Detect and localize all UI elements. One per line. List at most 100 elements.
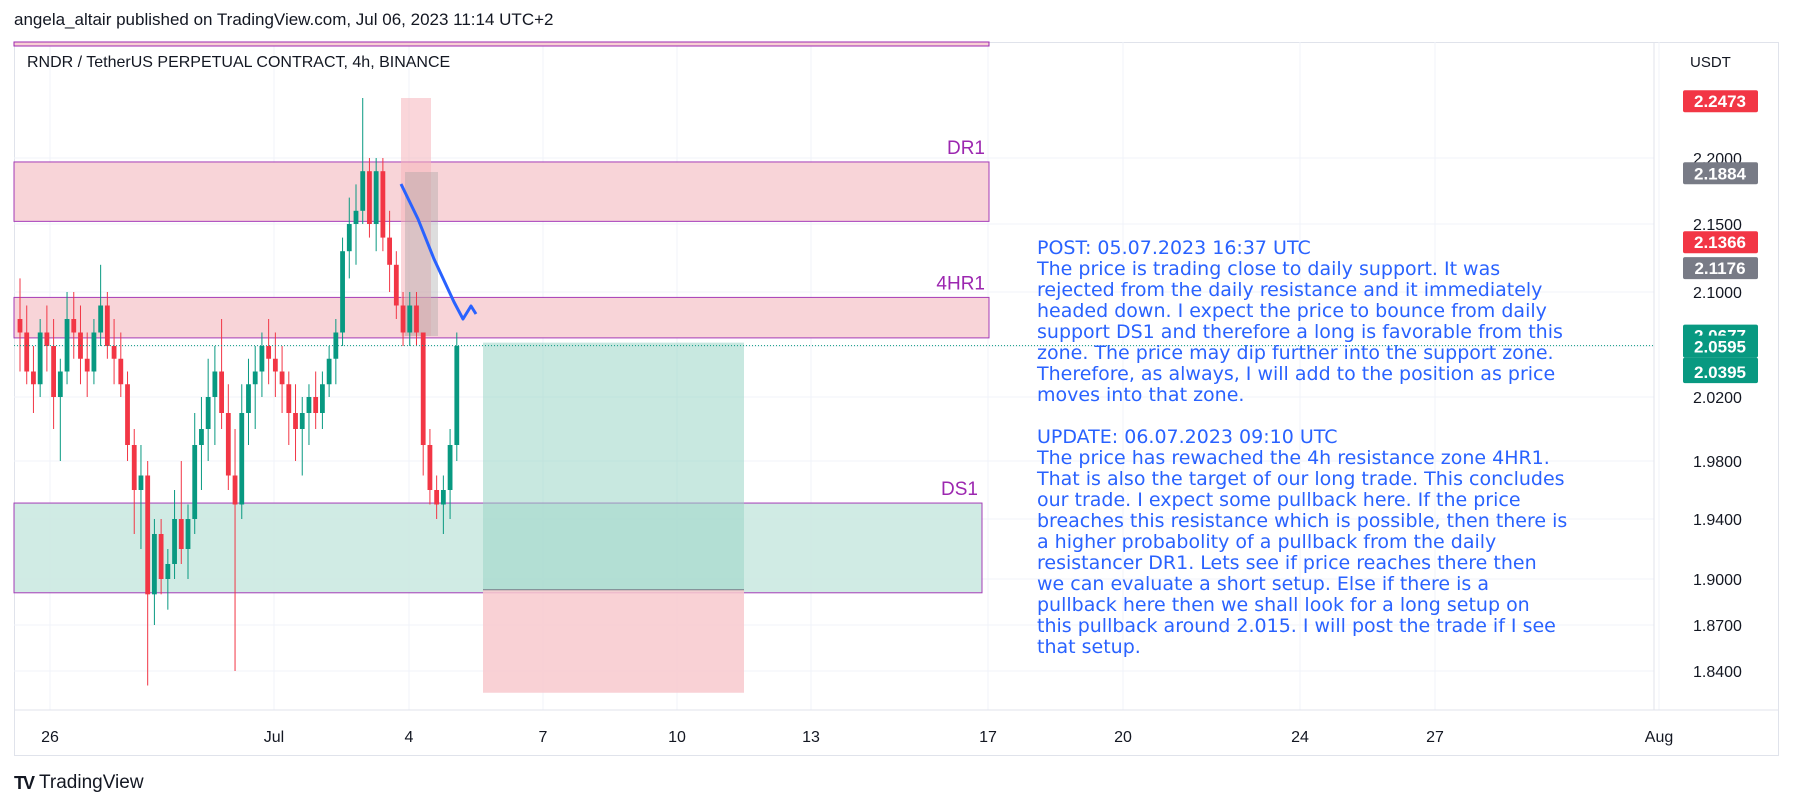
candle-body <box>387 237 392 265</box>
candle <box>185 504 191 579</box>
y-tick-label: 2.1500 <box>1693 217 1742 234</box>
candle <box>17 278 23 372</box>
candle <box>192 413 198 534</box>
y-tick-label: 1.8400 <box>1693 664 1742 681</box>
candle <box>44 305 50 372</box>
candles-layer <box>17 98 460 686</box>
candle-body <box>199 429 204 445</box>
x-tick-label: 13 <box>802 729 820 746</box>
currency-label[interactable]: USDT <box>1690 54 1731 71</box>
axes-layer: 26 Jul 4 7 10 13 17 20 24 27 Aug2.20002.15002.1000… <box>14 42 1779 746</box>
trend-line <box>399 183 478 321</box>
candle <box>131 429 137 534</box>
candle <box>37 319 43 397</box>
candle-body <box>360 171 366 211</box>
candle <box>360 98 366 224</box>
candle <box>266 319 272 385</box>
zone-4hr1 <box>13 296 990 339</box>
zone-label: DS1 <box>941 479 978 500</box>
candle-body <box>185 519 191 549</box>
y-tick-label: 2.0200 <box>1693 390 1742 407</box>
candle-body <box>440 490 446 505</box>
price-label: 2.1176 <box>1683 257 1758 280</box>
y-tick-label: 2.1000 <box>1693 285 1742 302</box>
symbol-title[interactable]: RNDR / TetherUS PERPETUAL CONTRACT, 4h, … <box>27 54 451 71</box>
candle <box>158 519 164 595</box>
candle <box>393 251 399 319</box>
x-tick-label: 7 <box>539 729 548 746</box>
candle-body <box>434 490 440 505</box>
update-line: our trade. I expect some pullback here. … <box>1037 489 1521 511</box>
update-line: pullback here then we shall look for a l… <box>1037 594 1530 616</box>
candle <box>152 519 157 625</box>
candle-body <box>266 346 272 359</box>
candle-body <box>118 358 124 385</box>
post-line: Therefore, as always, I will add to the … <box>1037 363 1556 385</box>
zones-front-layer: DR1 4HR1 DS1 <box>14 138 1654 500</box>
price-label-bg <box>1683 90 1758 113</box>
price-label-text: 2.0395 <box>1694 363 1746 382</box>
post-line: rejected from the daily resistance and i… <box>1037 279 1543 301</box>
price-label: 2.1366 <box>1683 231 1758 254</box>
candle-body <box>340 251 345 333</box>
price-label: 2.0395 <box>1683 361 1758 384</box>
x-tick-label: Aug <box>1645 729 1673 746</box>
candle <box>111 319 117 385</box>
zone-label: 4HR1 <box>936 273 985 294</box>
candle-body <box>131 445 137 490</box>
candle <box>31 346 36 413</box>
candle <box>407 292 413 346</box>
candle-body <box>212 371 218 397</box>
candle-body <box>320 384 325 413</box>
candle-body <box>71 319 77 333</box>
candle <box>427 429 433 505</box>
candle <box>138 445 144 549</box>
candle-body <box>24 332 30 372</box>
candle-body <box>145 475 151 595</box>
candle-body <box>246 384 251 413</box>
candle-body <box>225 413 231 476</box>
candle <box>125 371 130 461</box>
candle-body <box>420 332 426 445</box>
candle <box>246 358 251 445</box>
candle <box>24 305 30 385</box>
update-line: breaches this resistance which is possib… <box>1037 510 1568 532</box>
candle-body <box>427 445 433 490</box>
candle-body <box>64 319 70 372</box>
candle-body <box>400 305 406 333</box>
price-label-text: 2.1366 <box>1694 233 1746 252</box>
price-label-bg <box>1683 231 1758 254</box>
candle <box>279 346 285 413</box>
candle <box>293 384 298 461</box>
tradingview-brand[interactable]: TV TradingView <box>14 772 144 794</box>
x-tick-label: 27 <box>1426 729 1444 746</box>
candle-body <box>51 346 56 397</box>
candle <box>239 384 245 519</box>
candle-body <box>272 358 278 372</box>
candle-body <box>326 358 332 385</box>
candle <box>320 371 325 429</box>
candle-body <box>192 445 198 519</box>
candle-body <box>17 319 23 333</box>
post-line: headed down. I expect the price to bounc… <box>1037 300 1547 322</box>
candle-body <box>37 332 43 385</box>
candle-body <box>299 413 305 429</box>
candle <box>387 210 392 292</box>
candle <box>165 549 171 610</box>
candle-body <box>84 358 90 372</box>
candle-body <box>31 371 36 385</box>
candle-body <box>447 445 453 490</box>
candle-body <box>414 305 419 333</box>
y-tick-label: 1.9800 <box>1693 454 1742 471</box>
x-tick-label: 20 <box>1114 729 1132 746</box>
post-header: POST: 05.07.2023 16:37 UTC <box>1037 237 1311 259</box>
post-body: The price is trading close to daily supp… <box>1037 259 1577 406</box>
candle <box>326 346 332 397</box>
post-line: moves into that zone. <box>1037 384 1245 406</box>
candle-body <box>165 564 171 579</box>
x-tick-label: Jul <box>264 729 284 746</box>
price-label-text: 2.1884 <box>1694 164 1747 183</box>
candle <box>306 384 312 445</box>
y-tick-label: 1.9400 <box>1693 512 1742 529</box>
